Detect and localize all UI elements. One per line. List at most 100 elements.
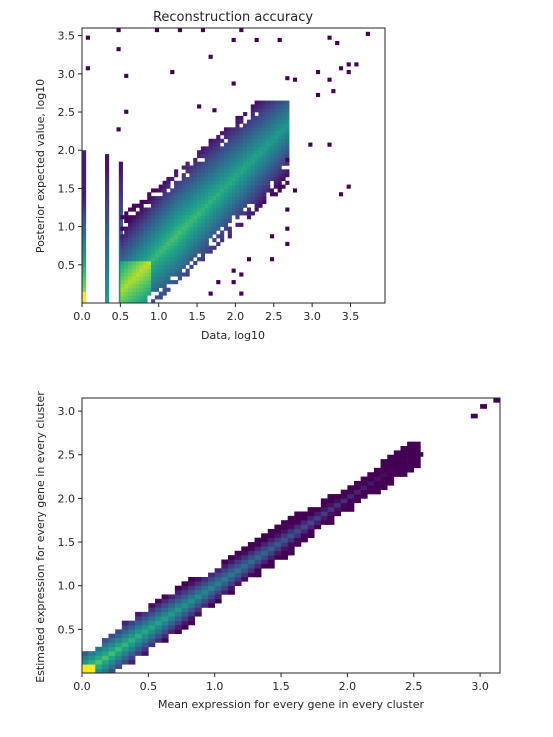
chart-2-bin [148,638,156,643]
chart-1-bin [193,222,198,227]
chart-2-bin [188,594,196,600]
chart-1-bin [200,154,206,159]
chart-2-bin [373,472,381,477]
chart-1-bin [285,169,290,174]
chart-1-bin [227,230,232,235]
chart-1-bin [177,211,183,216]
chart-2-bin [194,581,202,586]
chart-2-bin [161,629,169,635]
chart-1-bin [131,287,136,292]
chart-1-bin [269,157,275,162]
chart-1-bin [189,203,194,208]
chart-1-bin [105,245,110,250]
chart-2-bin [121,638,129,643]
chart-1-bin [82,272,87,277]
chart-1-bin [170,226,175,231]
chart-1-bin [158,222,163,227]
chart-2-bin [320,520,328,525]
chart-1-bin [170,176,175,182]
chart-2-bin [327,520,335,525]
chart-1-bin [82,173,87,178]
chart-1-bin [243,211,248,216]
chart-1-bin [250,192,255,197]
chart-1-bin [197,230,202,235]
chart-1-bin [250,142,255,147]
chart-1-bin [239,150,244,155]
chart-1-bin [143,283,148,289]
chart-1-bin [162,188,167,193]
chart-2-bin [88,668,96,674]
chart-2-bin [287,520,295,525]
chart-2-y-tick-label: 2.0 [58,492,76,505]
chart-1-bin [139,230,144,235]
chart-2-y-tick-label: 3.0 [58,405,76,418]
chart-2-y-tick-label: 0.5 [58,623,76,636]
chart-2-bin [95,659,103,665]
chart-1-bin [82,241,87,247]
chart-1-bin [262,123,267,128]
chart-1-bin [143,245,148,250]
chart-2-bin [128,629,136,635]
chart-1-bin [135,222,140,227]
chart-1-bin [227,157,232,162]
chart-1-bin [200,207,206,212]
chart-1-bin [254,115,259,120]
chart-1-bin [131,264,136,269]
chart-2-bin [287,524,295,530]
chart-1-bin [285,100,290,105]
chart-1-bin [281,142,286,147]
chart-1-bin [227,215,232,220]
chart-1-bin [105,154,110,159]
chart-1-bin [162,264,167,269]
chart-1-bin [197,169,202,174]
chart-1-bin [273,157,278,162]
chart-1-bin [269,161,275,166]
chart-1-bin [200,203,206,208]
chart-1-bin [223,169,229,174]
chart-2-bin [281,528,288,534]
chart-2-bin [174,607,182,613]
chart-1-bin [235,127,240,132]
chart-1-bin [200,222,206,227]
chart-1-bin [185,222,190,227]
chart-1-bin [143,211,148,216]
chart-2-bin [327,502,335,508]
chart-2-bin [227,590,235,595]
chart-1-bin [139,283,144,289]
chart-1-bin [139,260,144,266]
chart-2-bin [347,502,355,508]
chart-1-bin [170,222,175,227]
chart-2-bin [115,633,123,639]
chart-1-bin [262,199,267,204]
chart-1-bin [166,218,171,224]
chart-1-bin [246,131,252,136]
chart-1-bin [185,188,190,193]
chart-2-bin [227,585,235,591]
chart-2-bin [267,542,275,547]
chart-1-bin [135,203,140,208]
chart-2-bin [261,563,269,569]
chart-1-bin [105,157,110,162]
chart-1-bin [200,238,206,243]
chart-1-bin [285,207,290,212]
chart-1-bin [147,207,152,212]
chart-1-bin [116,127,121,132]
chart-1-bin [200,234,206,239]
chart-1-bin [151,207,156,212]
chart-1-bin [166,180,171,185]
chart-1-bin [269,115,275,120]
chart-2-bin [188,616,196,621]
chart-1-x-label: Data, log10 [201,329,265,342]
chart-2-bin [354,494,361,499]
chart-1-bin [227,211,232,216]
chart-1-bin [131,299,136,304]
chart-1-bin [181,260,186,266]
chart-1-bin [185,257,190,262]
chart-2-y-ticks: 0.51.01.52.02.53.0 [58,405,82,636]
chart-1-bin [154,241,160,247]
chart-1-bin [338,192,344,197]
chart-1-bin [227,203,232,208]
chart-2-bin [188,620,196,626]
chart-1-bin [151,196,156,201]
chart-1-bin [281,150,286,155]
